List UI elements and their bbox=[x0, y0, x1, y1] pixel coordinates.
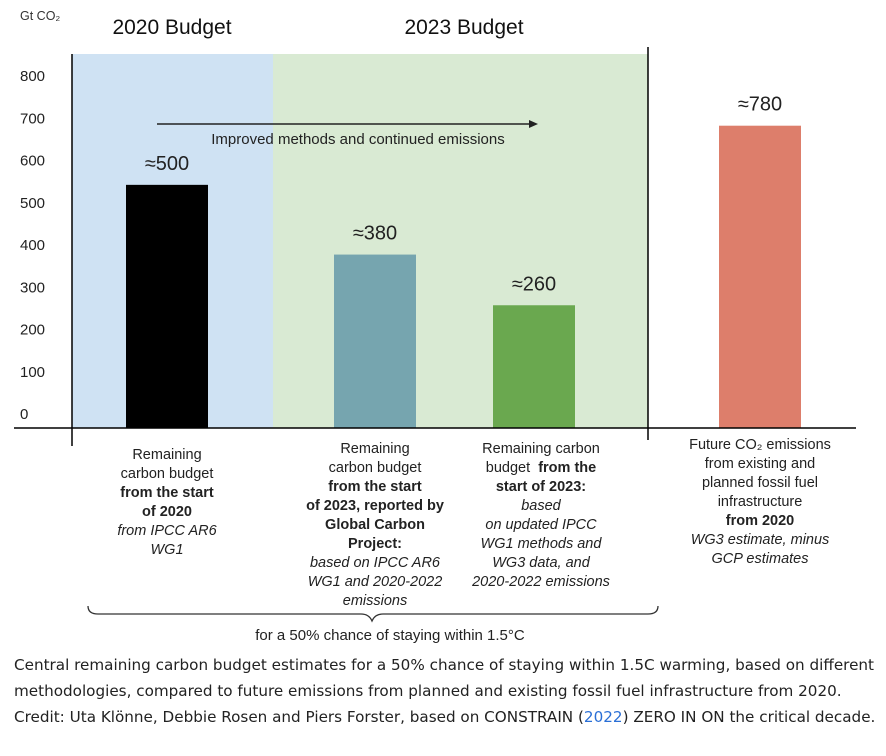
y-tick-label: 700 bbox=[20, 110, 45, 127]
y-tick-label: 300 bbox=[20, 279, 45, 296]
label-line: of 2020 bbox=[142, 504, 192, 520]
label-line: planned fossil fuel bbox=[701, 475, 819, 491]
bar bbox=[719, 125, 801, 428]
label-line: from the start bbox=[120, 485, 214, 501]
label-line: from 2020 bbox=[725, 513, 795, 529]
category-label-2023-ipcc: Remaining carbon budget from the start o… bbox=[458, 440, 624, 592]
caption-text: Central remaining carbon budget estimate… bbox=[14, 656, 875, 726]
label-line: WG1 and 2020-2022 bbox=[307, 574, 443, 590]
label-line: from the bbox=[538, 460, 597, 476]
label-line: WG1 bbox=[150, 542, 184, 558]
y-axis-ticks: 0 100 200 300 400 500 600 700 800 bbox=[20, 68, 45, 423]
bar-value-label: ≈780 bbox=[738, 94, 782, 116]
y-tick-label: 800 bbox=[20, 68, 45, 85]
bracket-text: for a 50% chance of staying within 1.5°C bbox=[255, 627, 525, 644]
category-label-2020: Remaining carbon budget from the start o… bbox=[96, 446, 238, 560]
label-line: based bbox=[521, 498, 561, 514]
panel-title-2023: 2023 Budget bbox=[404, 16, 523, 39]
panel-title-2020: 2020 Budget bbox=[112, 16, 231, 39]
label-line: GCP estimates bbox=[711, 551, 809, 567]
label-line: on updated IPCC bbox=[485, 517, 597, 533]
y-tick-label: 400 bbox=[20, 237, 45, 254]
carbon-budget-chart: 0 100 200 300 400 500 600 700 800 Gt CO₂ 2020 Bu… bbox=[14, 9, 856, 644]
bracket bbox=[87, 605, 659, 623]
label-line: Remaining bbox=[340, 441, 410, 457]
arrow-head bbox=[529, 120, 538, 128]
label-line: based on IPCC AR6 bbox=[309, 555, 441, 571]
label-line: carbon budget bbox=[120, 466, 214, 482]
label-line: infrastructure bbox=[717, 494, 803, 510]
figure-caption: Central remaining carbon budget estimate… bbox=[14, 652, 880, 730]
label-line: WG3 estimate, minus bbox=[690, 532, 830, 548]
label-line: emissions bbox=[342, 593, 408, 609]
label-line: Project: bbox=[348, 536, 402, 552]
bar bbox=[334, 254, 416, 428]
label-line: Remaining bbox=[132, 447, 202, 463]
label-line: 2020-2022 emissions bbox=[472, 574, 610, 590]
y-tick-label: 100 bbox=[20, 364, 45, 381]
caption-link[interactable]: 2022 bbox=[583, 708, 623, 726]
label-line: WG1 methods and bbox=[480, 536, 602, 552]
bar bbox=[126, 184, 208, 428]
y-tick-label: 200 bbox=[20, 322, 45, 339]
category-label-2023-gcp: Remaining carbon budget from the start o… bbox=[292, 440, 458, 611]
y-tick-label: 0 bbox=[20, 406, 28, 423]
label-line: of 2023, reported by bbox=[306, 498, 444, 514]
arrow-text: Improved methods and continued emissions bbox=[211, 131, 505, 148]
label-line: Future CO₂ emissions bbox=[689, 437, 831, 453]
label-line: start of 2023: bbox=[495, 479, 587, 495]
label-line: from the start bbox=[328, 479, 422, 495]
panel-2023-background bbox=[273, 54, 648, 428]
bar bbox=[493, 305, 575, 428]
bar-value-label: ≈380 bbox=[353, 223, 397, 245]
bar-value-label: ≈500 bbox=[145, 153, 189, 175]
label-line: carbon budget bbox=[328, 460, 422, 476]
y-axis-label: Gt CO₂ bbox=[20, 9, 60, 23]
y-tick-label: 500 bbox=[20, 195, 45, 212]
bar-value-label: ≈260 bbox=[512, 273, 556, 295]
y-tick-label: 600 bbox=[20, 153, 45, 170]
label-line: budget bbox=[485, 460, 531, 476]
bars-group: ≈500 ≈380 ≈260 ≈780 bbox=[126, 94, 801, 428]
label-line: from existing and bbox=[704, 456, 816, 472]
label-line: WG3 data, and bbox=[492, 555, 590, 571]
caption-text-end: ) ZERO IN ON the critical decade. bbox=[622, 708, 876, 726]
label-line: from IPCC AR6 bbox=[117, 523, 217, 539]
label-line: Global Carbon bbox=[325, 517, 425, 533]
label-line: Remaining carbon bbox=[482, 441, 600, 457]
category-label-future-emissions: Future CO₂ emissions from existing and p… bbox=[670, 436, 850, 569]
